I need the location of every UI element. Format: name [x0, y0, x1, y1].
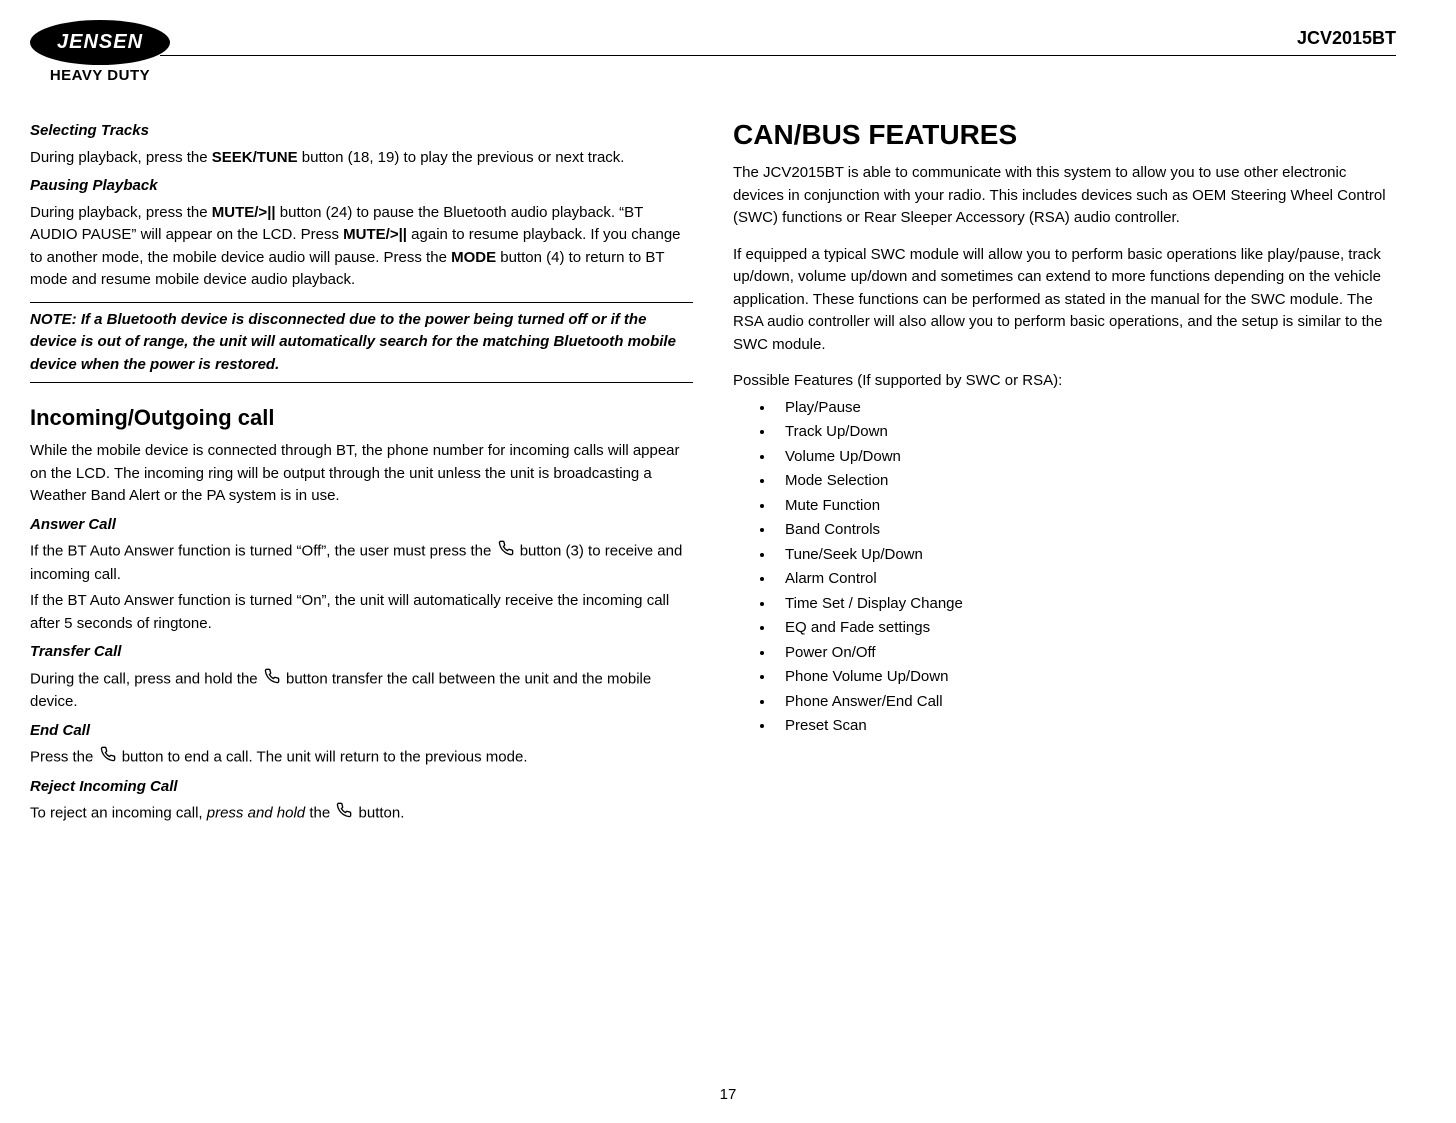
feature-item: Mode Selection [775, 470, 1396, 493]
left-column: Selecting Tracks During playback, press … [30, 114, 693, 830]
paragraph: Press the button to end a call. The unit… [30, 746, 693, 770]
manual-page: JENSEN HEAVY DUTY JCV2015BT Selecting Tr… [0, 0, 1456, 1123]
heading-incoming-outgoing: Incoming/Outgoing call [30, 401, 693, 434]
header-divider [160, 55, 1396, 56]
heading-transfer-call: Transfer Call [30, 641, 693, 664]
jensen-logo: JENSEN [30, 20, 170, 65]
heading-end-call: End Call [30, 720, 693, 743]
heading-reject-call: Reject Incoming Call [30, 776, 693, 799]
heading-answer-call: Answer Call [30, 514, 693, 537]
heading-canbus: CAN/BUS FEATURES [733, 114, 1396, 156]
model-number: JCV2015BT [1297, 20, 1396, 49]
phone-icon [100, 746, 116, 770]
features-list: Play/PauseTrack Up/DownVolume Up/DownMod… [733, 397, 1396, 738]
right-column: CAN/BUS FEATURES The JCV2015BT is able t… [733, 114, 1396, 830]
feature-item: Preset Scan [775, 715, 1396, 738]
features-list-title: Possible Features (If supported by SWC o… [733, 370, 1396, 393]
feature-item: Play/Pause [775, 397, 1396, 420]
phone-icon [336, 802, 352, 826]
paragraph: During playback, press the SEEK/TUNE but… [30, 147, 693, 170]
feature-item: Tune/Seek Up/Down [775, 544, 1396, 567]
paragraph: If the BT Auto Answer function is turned… [30, 540, 693, 586]
note-box: NOTE: If a Bluetooth device is disconnec… [30, 302, 693, 384]
feature-item: EQ and Fade settings [775, 617, 1396, 640]
feature-item: Power On/Off [775, 642, 1396, 665]
feature-item: Band Controls [775, 519, 1396, 542]
content-columns: Selecting Tracks During playback, press … [30, 114, 1396, 830]
paragraph: During the call, press and hold the butt… [30, 668, 693, 714]
paragraph: During playback, press the MUTE/>|| butt… [30, 202, 693, 292]
paragraph: If the BT Auto Answer function is turned… [30, 590, 693, 635]
feature-item: Time Set / Display Change [775, 593, 1396, 616]
feature-item: Phone Volume Up/Down [775, 666, 1396, 689]
brand-name: JENSEN [57, 31, 143, 54]
feature-item: Alarm Control [775, 568, 1396, 591]
feature-item: Volume Up/Down [775, 446, 1396, 469]
paragraph: The JCV2015BT is able to communicate wit… [733, 162, 1396, 230]
heading-pausing-playback: Pausing Playback [30, 175, 693, 198]
heading-selecting-tracks: Selecting Tracks [30, 120, 693, 143]
paragraph: While the mobile device is connected thr… [30, 440, 693, 508]
sub-brand: HEAVY DUTY [50, 67, 150, 84]
phone-icon [498, 540, 514, 564]
paragraph: To reject an incoming call, press and ho… [30, 802, 693, 826]
feature-item: Track Up/Down [775, 421, 1396, 444]
feature-item: Mute Function [775, 495, 1396, 518]
feature-item: Phone Answer/End Call [775, 691, 1396, 714]
phone-icon [264, 668, 280, 692]
page-number: 17 [0, 1086, 1456, 1103]
paragraph: If equipped a typical SWC module will al… [733, 244, 1396, 357]
page-header: JENSEN HEAVY DUTY JCV2015BT [30, 20, 1396, 84]
brand-logo-block: JENSEN HEAVY DUTY [30, 20, 170, 84]
